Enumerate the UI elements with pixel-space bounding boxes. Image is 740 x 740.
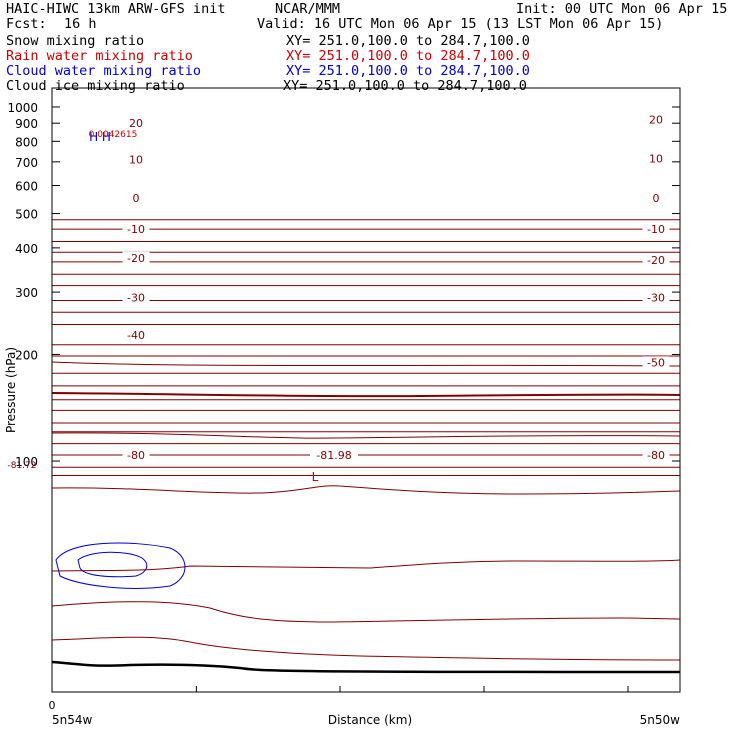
temp-label-7: -20	[127, 252, 145, 265]
temp-label-9: -10	[127, 223, 145, 236]
chart-labels: 1002003004005006007008009001000Pressure …	[4, 101, 680, 727]
forecast-label: Fcst:	[6, 16, 47, 32]
temp-label-bg-9	[122, 223, 150, 236]
forecast-hours: 16 h	[64, 16, 97, 32]
y-tick-label-400: 400	[15, 242, 38, 256]
plot-border	[51, 87, 681, 693]
temp-label-15: 20	[129, 117, 143, 130]
temp-label-8: -20	[647, 254, 665, 267]
y-tick-label-100: 100	[15, 455, 38, 469]
cloud-contours	[55, 542, 186, 589]
extremum-label-1: -81.72	[7, 461, 36, 471]
isotherm-curve-1	[51, 392, 681, 398]
x-right-location: 5n50w	[640, 713, 681, 727]
y-tick-label-800: 800	[15, 135, 38, 149]
temp-label-bg-15	[126, 117, 146, 130]
y-tick-label-900: 900	[15, 117, 38, 131]
temp-label-14: 10	[649, 152, 663, 165]
temp-label-2: -81.98	[316, 449, 351, 462]
valid-time: Valid: 16 UTC Mon 06 Apr 15 (13 LST Mon …	[257, 16, 664, 32]
field-snow-xy: XY= 251.0,100.0 to 284.7,100.0	[286, 33, 530, 49]
field-cloudwater-xy: XY= 251.0,100.0 to 284.7,100.0	[286, 63, 530, 79]
isotherm-curve-6	[51, 636, 681, 661]
temp-label-bg-16	[646, 113, 666, 126]
temp-label-bg-6	[642, 291, 670, 304]
x-left-location: 5n54w	[52, 713, 93, 727]
y-tick-label-200: 200	[15, 348, 38, 362]
field-cloudwater-name: Cloud water mixing ratio	[6, 63, 202, 79]
temp-label-0: -80	[127, 449, 145, 462]
temp-label-3: -50	[647, 356, 665, 369]
model-title: HAIC-HIWC 13km ARW-GFS init	[6, 1, 226, 17]
temp-label-bg-3	[642, 356, 670, 369]
temp-label-bg-10	[642, 223, 670, 236]
x-axis-label: Distance (km)	[328, 713, 412, 727]
temp-label-bg-14	[646, 152, 666, 165]
isotherm-lines	[51, 219, 681, 674]
field-rain-name: Rain water mixing ratio	[6, 48, 193, 64]
center-label: NCAR/MMM	[275, 1, 341, 17]
temp-label-16: 20	[649, 113, 663, 126]
isotherm-curve-3	[51, 485, 681, 495]
temp-label-1: -80	[647, 449, 665, 462]
temp-label-bg-7	[122, 251, 150, 264]
y-tick-label-600: 600	[15, 180, 38, 194]
plot-frame	[51, 87, 681, 693]
y-axis-label: Pressure (hPa)	[4, 347, 18, 433]
cloud-water-contour-outer	[55, 542, 186, 589]
cloud-water-contour-inner	[77, 551, 148, 578]
temp-label-11: 0	[133, 192, 140, 205]
temp-label-13: 10	[129, 153, 143, 166]
temp-label-bg-4	[122, 328, 150, 341]
temp-label-bg-1	[642, 448, 670, 461]
temp-label-bg-0	[122, 448, 150, 461]
x-tick-label-0: 0	[49, 699, 56, 712]
y-tick-label-500: 500	[15, 208, 38, 222]
field-cloudice-name: Cloud ice mixing ratio	[6, 78, 185, 94]
y-tick-label-1000: 1000	[7, 101, 38, 115]
extremum-label-2: H H	[89, 130, 111, 144]
y-tick-label-700: 700	[15, 156, 38, 170]
surface-line	[51, 660, 681, 674]
extremum-label-3: 0.0042615	[89, 130, 138, 140]
temp-label-bg-13	[126, 153, 146, 166]
field-cloudice-xy: XY= 251.0,100.0 to 284.7,100.0	[283, 78, 527, 94]
temp-label-6: -30	[647, 291, 665, 304]
temp-label-4: -40	[127, 329, 145, 342]
temp-label-12: 0	[653, 192, 660, 205]
field-rain-xy: XY= 251.0,100.0 to 284.7,100.0	[286, 48, 530, 64]
temp-label-bg-11	[129, 191, 143, 204]
isotherm-curve-5	[51, 601, 681, 623]
isotherm-curve-2	[51, 432, 681, 439]
init-time: Init: 00 UTC Mon 06 Apr 15	[516, 1, 728, 17]
isotherm-curve-0	[51, 361, 681, 367]
extremum-label-0: L	[312, 470, 319, 484]
y-tick-label-300: 300	[15, 286, 38, 300]
temp-label-bg-2	[310, 448, 358, 461]
temp-label-bg-8	[642, 253, 670, 266]
temp-label-10: -10	[647, 223, 665, 236]
temp-label-bg-12	[649, 191, 663, 204]
isotherm-curve-4	[51, 559, 681, 572]
field-snow-name: Snow mixing ratio	[6, 33, 145, 49]
temp-label-5: -30	[127, 291, 145, 304]
temp-label-bg-5	[122, 291, 150, 304]
